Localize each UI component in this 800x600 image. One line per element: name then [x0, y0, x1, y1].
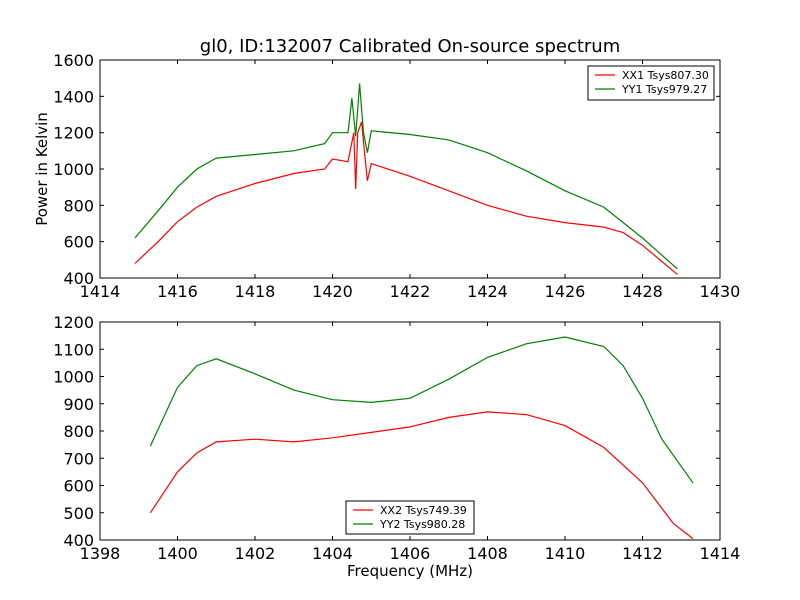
x-tick-label: 1426: [545, 282, 586, 301]
y-tick-label: 1000: [53, 368, 94, 387]
y-tick-label: 1400: [53, 87, 94, 106]
y-tick-label: 700: [63, 449, 94, 468]
legend-label: YY1 Tsys979.27: [621, 83, 707, 96]
y-tick-label: 600: [63, 233, 94, 252]
x-tick-label: 1414: [80, 282, 121, 301]
series-line-xx2: [149, 411, 694, 540]
x-tick-label: 1400: [157, 544, 198, 563]
y-tick-label: 400: [63, 269, 94, 288]
x-tick-label: 1422: [390, 282, 431, 301]
x-tick-label: 1430: [700, 282, 741, 301]
x-tick-label: 1398: [80, 544, 121, 563]
y-tick-label: 1600: [53, 51, 94, 70]
x-axis-label: Frequency (MHz): [347, 562, 473, 580]
y-tick-label: 1100: [53, 340, 94, 359]
x-tick-label: 1406: [390, 544, 431, 563]
subplot-2: 1398 1400 1402 1404 1406 1408 1410 1412 1414 400 5…: [53, 313, 740, 580]
x-tick-label: 1418: [235, 282, 276, 301]
y-axis-label: Power in Kelvin: [33, 112, 51, 226]
chart-title: gl0, ID:132007 Calibrated On-source spec…: [200, 36, 620, 57]
x-tick-label: 1424: [467, 282, 508, 301]
legend-label: XX1 Tsys807.30: [622, 69, 709, 82]
subplot-1: 1414 1416 1418 1420 1422 1424 1426 1428 1430 400 6…: [33, 36, 740, 301]
y-tick-label: 800: [63, 422, 94, 441]
y-tick-label: 900: [63, 395, 94, 414]
y-tick-label: 1000: [53, 160, 94, 179]
x-tick-label: 1416: [157, 282, 198, 301]
x-tick-label: 1404: [312, 544, 353, 563]
x-tick-label: 1408: [467, 544, 508, 563]
x-tick-label: 1428: [622, 282, 663, 301]
legend-label: YY2 Tsys980.28: [379, 518, 465, 531]
x-tick-label: 1402: [235, 544, 276, 563]
x-tick-label: 1412: [622, 544, 663, 563]
series-line-yy2: [149, 336, 694, 484]
series-line-yy1: [134, 83, 678, 270]
y-tick-label: 400: [63, 531, 94, 550]
x-tick-label: 1410: [545, 544, 586, 563]
y-tick-label: 500: [63, 504, 94, 523]
legend-box: [587, 65, 715, 101]
series-line-xx1: [134, 121, 678, 275]
y-tick-label: 800: [63, 196, 94, 215]
x-tick-label: 1420: [312, 282, 353, 301]
legend-box: [345, 500, 475, 535]
x-tick-label: 1414: [700, 544, 741, 563]
y-tick-label: 1200: [53, 124, 94, 143]
y-tick-label: 600: [63, 477, 94, 496]
legend-label: XX2 Tsys749.39: [380, 504, 467, 517]
y-tick-label: 1200: [53, 313, 94, 332]
